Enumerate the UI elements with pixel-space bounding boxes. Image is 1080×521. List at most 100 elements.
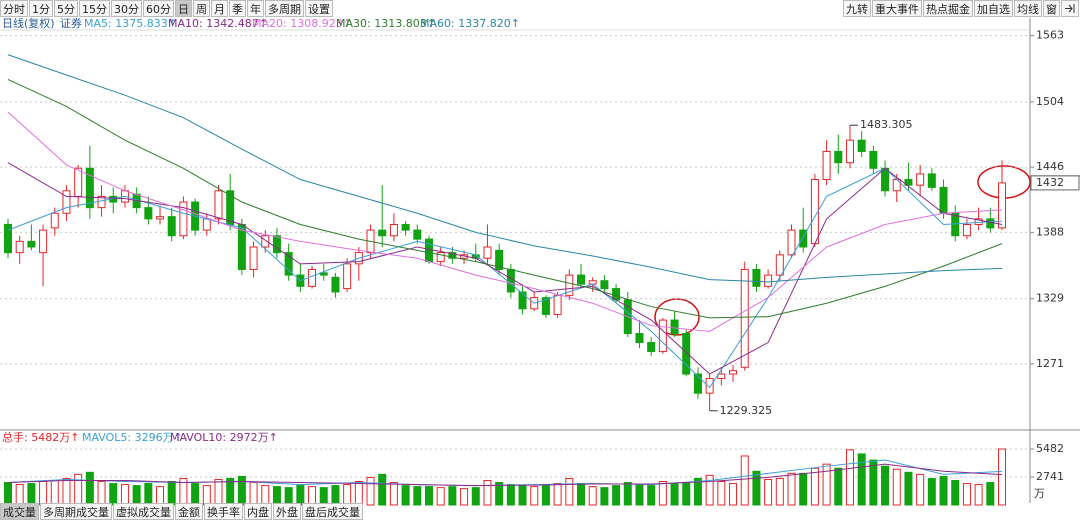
candle-body (331, 276, 340, 293)
candle-body (424, 238, 433, 263)
candle-body (647, 342, 656, 353)
period-button[interactable]: 周 (193, 0, 210, 17)
period-button[interactable]: 60分 (143, 0, 174, 17)
candle-body (962, 224, 971, 237)
indicator-tab[interactable]: 盘后成交量 (302, 503, 363, 520)
candle-body (939, 186, 948, 214)
tool-button[interactable]: 加自选 (974, 0, 1013, 17)
tool-button[interactable]: 重大事件 (872, 0, 922, 17)
tool-toolbar: 九转 重大事件 热点掘金 加自选 均线窗 (843, 0, 1080, 17)
period-button[interactable]: 设置 (305, 0, 333, 17)
candle-body (202, 218, 211, 231)
candle-body (635, 333, 644, 344)
indicator-tab[interactable]: 金额 (175, 503, 203, 520)
tool-button[interactable]: 热点掘金 (923, 0, 973, 17)
ma-line (7, 54, 1003, 283)
volume-bar (799, 472, 808, 506)
volume-bar (343, 484, 352, 506)
candle-body (413, 229, 422, 240)
chart-subtitle: 证券 (60, 16, 82, 30)
volume-bar (553, 483, 562, 506)
candle-body (401, 224, 410, 231)
period-button[interactable]: 日 (175, 0, 192, 17)
indicator-tab[interactable]: 多周期成交量 (40, 503, 112, 520)
tool-button[interactable]: 均线 (1014, 0, 1042, 17)
chart-title: 日线(复权) (2, 16, 55, 30)
ma-line (7, 111, 1003, 332)
candle-body (50, 212, 59, 229)
candle-body (834, 150, 843, 164)
y-tick-label: 2741 (1036, 470, 1064, 483)
candle-body (541, 297, 550, 315)
y-tick-label: 1271 (1036, 357, 1064, 370)
volume-bar (682, 482, 691, 506)
low-label: 1229.325 (720, 404, 773, 417)
legend-entry: MAVOL10: 2972万↑ (170, 431, 278, 444)
y-tick-label: 1446 (1036, 160, 1064, 173)
period-button[interactable]: 季 (229, 0, 246, 17)
volume-bar (939, 475, 948, 506)
candle-body (62, 190, 71, 214)
background (0, 18, 1080, 503)
volume-bar (237, 475, 246, 506)
indicator-tab[interactable]: 外盘 (273, 503, 301, 520)
period-button[interactable]: 30分 (111, 0, 142, 17)
period-button[interactable]: 1分 (29, 0, 53, 17)
candle-body (565, 274, 574, 296)
volume-title: 总手: 5482万↑ (2, 430, 79, 444)
indicator-tab[interactable]: 换手率 (204, 503, 243, 520)
volume-bar (226, 477, 235, 506)
volume-bar (916, 473, 925, 506)
collapse-icon[interactable] (1061, 0, 1079, 17)
candle-body (974, 218, 983, 226)
candle-body (179, 201, 188, 237)
volume-bar (834, 467, 843, 506)
indicator-tab[interactable]: 虚拟成交量 (113, 503, 174, 520)
candle-body (448, 252, 457, 259)
tool-button[interactable]: 窗 (1043, 0, 1060, 17)
y-tick-label: 1388 (1036, 225, 1064, 238)
period-button[interactable]: 5分 (54, 0, 78, 17)
candle-body (775, 254, 784, 276)
candle-body (237, 224, 246, 270)
volume-bar (927, 477, 936, 506)
candle-body (916, 173, 925, 186)
volume-bar (810, 467, 819, 506)
candle-body (483, 246, 492, 259)
indicator-tab[interactable]: 成交量 (0, 503, 39, 520)
candle-body (39, 229, 48, 254)
candle-body (764, 274, 773, 287)
volume-bar (120, 484, 129, 506)
volume-bar (717, 481, 726, 506)
volume-bar (647, 485, 656, 506)
volume-bar (892, 468, 901, 506)
indicator-tab[interactable]: 内盘 (244, 503, 272, 520)
candle-body (518, 291, 527, 310)
legend-entry: MA30: 1313.803↑ (336, 17, 436, 30)
volume-bar (296, 484, 305, 506)
volume-bar (845, 449, 854, 506)
volume-bar (389, 482, 398, 506)
tool-button[interactable]: 九转 (843, 0, 871, 17)
period-button[interactable]: 月 (211, 0, 228, 17)
volume-bar (191, 483, 200, 506)
period-button[interactable]: 15分 (79, 0, 110, 17)
candle-body (156, 216, 165, 220)
volume-bar (998, 448, 1006, 506)
candle-body (787, 229, 796, 256)
candle-body (658, 319, 667, 353)
volume-bar (460, 488, 469, 506)
volume-bar (518, 485, 527, 506)
period-button[interactable]: 多周期 (265, 0, 304, 17)
candle-body (740, 268, 749, 368)
volume-bar (635, 484, 644, 506)
period-button[interactable]: 分时 (0, 0, 28, 17)
period-button[interactable]: 年 (247, 0, 264, 17)
volume-bar (541, 485, 550, 506)
candle-body (15, 240, 24, 254)
volume-bar (109, 483, 118, 506)
candle-body (27, 240, 36, 248)
candle-body (869, 150, 878, 169)
legend-entry: MA20: 1308.923↑ (252, 17, 352, 30)
